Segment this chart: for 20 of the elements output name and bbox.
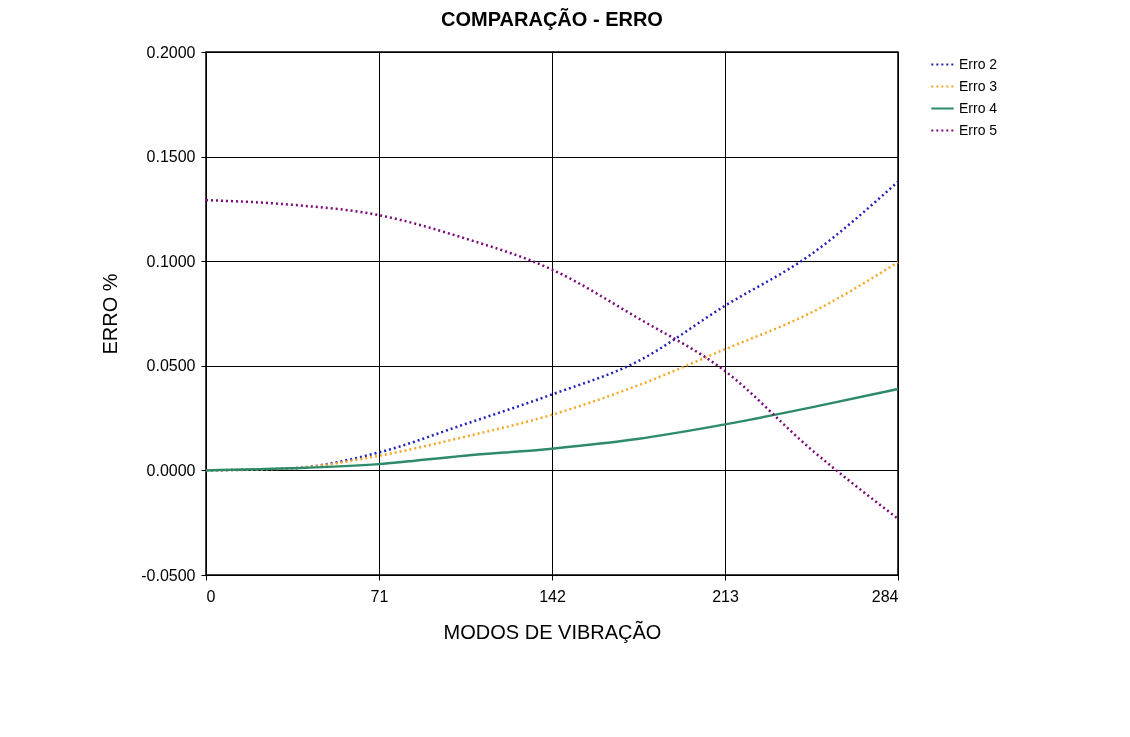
y-tick-label: 0.1500 xyxy=(146,148,196,166)
x-tick-label: 142 xyxy=(539,587,566,605)
legend-label: Erro 5 xyxy=(959,121,998,138)
x-tick-label: 0 xyxy=(206,587,216,605)
line-series xyxy=(204,198,900,520)
legend-label: Erro 4 xyxy=(959,99,998,116)
y-tick-label: -0.0500 xyxy=(141,566,196,584)
x-tick-label: 71 xyxy=(370,587,389,605)
x-tick-label: 284 xyxy=(871,587,899,605)
y-tick-label: 0.1000 xyxy=(146,252,196,270)
y-tick-label: 0.0500 xyxy=(146,357,196,375)
y-tick-label: 0.2000 xyxy=(146,43,196,61)
chart-title: COMPARAÇÃO - ERRO xyxy=(441,8,663,30)
legend-label: Erro 3 xyxy=(959,77,998,94)
y-axis-title: ERRO % xyxy=(99,273,122,355)
legend-label: Erro 2 xyxy=(959,55,998,72)
x-axis-title: MODOS DE VIBRAÇÃO xyxy=(443,619,662,643)
line-series xyxy=(204,387,900,472)
x-tick-label: 213 xyxy=(712,587,739,605)
y-tick-label: 0.0000 xyxy=(146,461,196,479)
